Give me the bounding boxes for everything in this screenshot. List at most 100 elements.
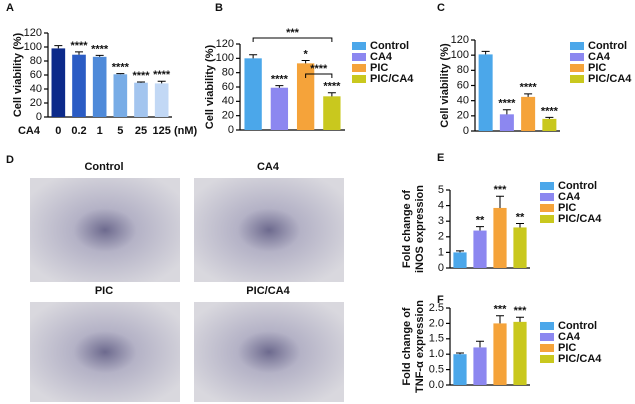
legend-swatch — [540, 182, 554, 190]
micrograph — [30, 178, 180, 282]
legend-label: PIC/CA4 — [558, 353, 602, 365]
legend-label: PIC — [588, 62, 606, 74]
y-axis-label: Fold change of — [401, 190, 413, 269]
y-tick-label: 100 — [24, 41, 42, 53]
y-tick-label: 80 — [222, 67, 234, 79]
panel-d: D Control CA4 PIC PIC/CA4 — [6, 154, 344, 402]
panel-letter: D — [6, 154, 14, 166]
bar — [296, 63, 315, 130]
x-axis-label: CA4 — [18, 125, 41, 137]
significance-bracket — [305, 73, 333, 78]
panel-letter: C — [437, 2, 445, 14]
legend-swatch — [540, 333, 554, 341]
y-tick-label: 40 — [222, 95, 234, 107]
bar — [493, 323, 507, 385]
bar — [244, 58, 262, 131]
bar — [270, 87, 289, 130]
legend-swatch — [570, 42, 584, 50]
legend-swatch — [352, 75, 366, 83]
legend-label: PIC — [558, 202, 576, 214]
significance-label: **** — [498, 98, 516, 110]
bar — [478, 54, 493, 131]
error-bar — [545, 116, 554, 119]
bar — [323, 96, 341, 130]
bar — [154, 83, 169, 117]
image-label: PIC/CA4 — [246, 285, 290, 297]
micrograph — [194, 178, 344, 282]
bracket-label: **** — [310, 63, 328, 75]
bar — [513, 321, 527, 385]
y-tick-label: 60 — [222, 81, 234, 93]
panel-letter: B — [215, 2, 223, 14]
legend-swatch — [570, 75, 584, 83]
y-tick-label: 60 — [457, 79, 469, 91]
error-bar — [95, 54, 104, 57]
error-bar — [456, 352, 464, 355]
y-axis-label: Cell viability (%) — [204, 44, 216, 129]
legend-label: PIC/CA4 — [370, 73, 414, 85]
legend-label: Control — [558, 180, 597, 192]
micrograph — [30, 302, 180, 402]
legend-swatch — [540, 344, 554, 352]
panel-letter: F — [437, 294, 444, 306]
bar — [473, 347, 487, 385]
y-tick-label: 120 — [24, 27, 42, 39]
error-bar — [249, 54, 258, 59]
significance-label: *** — [514, 305, 528, 317]
y-tick-label: 0 — [228, 124, 234, 136]
significance-label: **** — [153, 69, 171, 81]
significance-label: **** — [70, 40, 88, 52]
image-label: CA4 — [257, 161, 280, 173]
y-tick-label: 2.0 — [429, 317, 444, 329]
x-axis-unit: (nM) — [174, 125, 198, 137]
legend-label: PIC — [370, 62, 388, 74]
error-bar — [75, 51, 83, 55]
significance-label: * — [303, 48, 308, 60]
y-axis-label: Cell viability (%) — [12, 32, 24, 117]
y-tick-label: 1 — [438, 246, 444, 258]
y-tick-label: 4 — [438, 200, 444, 212]
y-tick-label: 20 — [30, 97, 42, 109]
legend-label: PIC/CA4 — [588, 73, 632, 85]
legend-swatch — [540, 215, 554, 223]
y-tick-label: 20 — [222, 110, 234, 122]
bar — [453, 252, 467, 268]
significance-label: *** — [494, 184, 508, 196]
y-tick-label: 3 — [438, 215, 444, 227]
significance-label: **** — [271, 73, 289, 85]
significance-label: ** — [476, 215, 485, 227]
panel-letter: A — [6, 2, 14, 14]
error-bar — [327, 92, 336, 97]
significance-label: **** — [520, 82, 538, 94]
legend-swatch — [540, 193, 554, 201]
legend-label: CA4 — [558, 331, 581, 343]
y-tick-label: 40 — [457, 95, 469, 107]
bar — [493, 207, 507, 268]
y-tick-label: 60 — [30, 69, 42, 81]
image-label: PIC — [95, 285, 113, 297]
error-bar — [481, 50, 490, 55]
y-tick-label: 0 — [36, 111, 42, 123]
bar — [113, 74, 128, 117]
y-tick-label: 80 — [30, 55, 42, 67]
significance-label: **** — [323, 81, 341, 93]
error-bar — [54, 45, 63, 49]
legend-swatch — [352, 42, 366, 50]
bar — [92, 56, 107, 117]
y-axis-label: Cell viability (%) — [439, 43, 451, 128]
significance-label: **** — [91, 43, 109, 55]
legend-swatch — [570, 53, 584, 61]
x-tick-label: 125 — [152, 125, 170, 137]
error-bar — [524, 93, 533, 97]
significance-label: *** — [494, 304, 508, 316]
x-tick-label: 5 — [117, 125, 123, 137]
panel-letter: E — [437, 152, 444, 164]
significance-label: ** — [516, 211, 525, 223]
y-tick-label: 80 — [457, 64, 469, 76]
bar — [513, 227, 527, 268]
y-tick-label: 0 — [463, 125, 469, 137]
bar — [51, 48, 66, 117]
y-tick-label: 5 — [438, 184, 444, 196]
y-tick-label: 1.5 — [429, 333, 444, 345]
error-bar — [516, 316, 524, 322]
